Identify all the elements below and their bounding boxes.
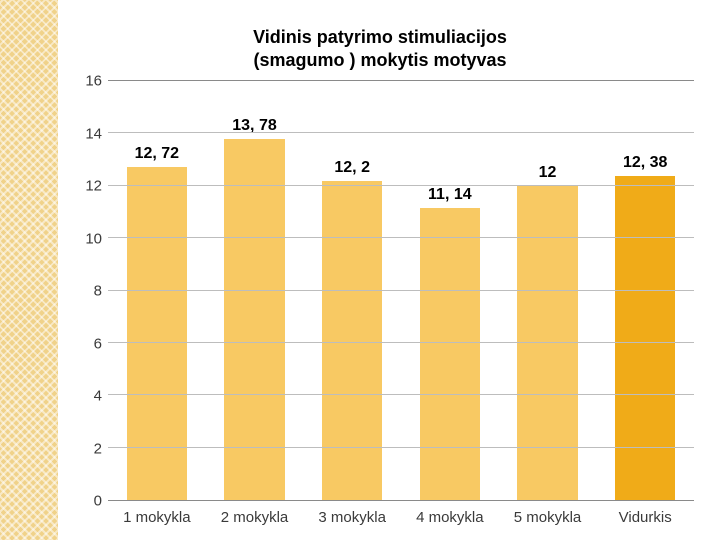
chart-title: Vidinis patyrimo stimuliacijos (smagumo … xyxy=(58,26,702,71)
bar: 12, 38 xyxy=(615,176,676,500)
bar-value-label: 12, 72 xyxy=(135,145,179,163)
grid-line xyxy=(108,342,694,343)
x-tick-label: 5 mokykla xyxy=(499,501,597,526)
grid-line xyxy=(108,447,694,448)
bar-slot: 12, 72 xyxy=(108,81,206,500)
y-tick-label: 14 xyxy=(74,125,102,142)
bar-value-label: 12, 38 xyxy=(623,154,667,172)
grid-line xyxy=(108,237,694,238)
side-decorative-pattern xyxy=(0,0,58,540)
bar-slot: 12 xyxy=(499,81,597,500)
bars-container: 12, 72 13, 78 12, 2 11, 14 12 12, 38 xyxy=(108,81,694,500)
x-tick-label: 1 mokykla xyxy=(108,501,206,526)
y-tick-label: 12 xyxy=(74,178,102,195)
y-tick-label: 10 xyxy=(74,230,102,247)
bar-slot: 12, 38 xyxy=(596,81,694,500)
chart-title-line2: (smagumo ) mokytis motyvas xyxy=(58,49,702,72)
plot-area: 12, 72 13, 78 12, 2 11, 14 12 12, 38 xyxy=(108,81,694,501)
bar-value-label: 12 xyxy=(539,164,557,182)
y-tick-label: 0 xyxy=(74,493,102,510)
y-axis: 0246810121416 xyxy=(74,81,108,501)
y-tick-label: 2 xyxy=(74,440,102,457)
content-area: Vidinis patyrimo stimuliacijos (smagumo … xyxy=(58,0,720,540)
grid-line xyxy=(108,80,694,81)
bar-value-label: 11, 14 xyxy=(428,186,472,204)
x-tick-label: 3 mokykla xyxy=(303,501,401,526)
bar-slot: 13, 78 xyxy=(206,81,304,500)
y-tick-label: 16 xyxy=(74,73,102,90)
x-tick-label: Vidurkis xyxy=(596,501,694,526)
bar-slot: 11, 14 xyxy=(401,81,499,500)
bar: 12 xyxy=(517,186,578,500)
bar: 11, 14 xyxy=(420,208,481,500)
bar: 12, 72 xyxy=(127,167,188,500)
bar-slot: 12, 2 xyxy=(303,81,401,500)
x-axis: 1 mokykla2 mokykla3 mokykla4 mokykla5 mo… xyxy=(108,501,694,526)
y-tick-label: 4 xyxy=(74,388,102,405)
x-tick-label: 4 mokykla xyxy=(401,501,499,526)
bar-chart: 0246810121416 12, 7213, 7812, 211, 14121… xyxy=(74,81,694,501)
y-tick-label: 6 xyxy=(74,335,102,352)
y-tick-label: 8 xyxy=(74,283,102,300)
grid-line xyxy=(108,290,694,291)
grid-line xyxy=(108,394,694,395)
grid-line xyxy=(108,185,694,186)
page: Vidinis patyrimo stimuliacijos (smagumo … xyxy=(0,0,720,540)
grid-line xyxy=(108,132,694,133)
bar: 12, 2 xyxy=(322,181,383,500)
x-tick-label: 2 mokykla xyxy=(206,501,304,526)
bar-value-label: 12, 2 xyxy=(334,159,370,177)
chart-title-line1: Vidinis patyrimo stimuliacijos xyxy=(58,26,702,49)
